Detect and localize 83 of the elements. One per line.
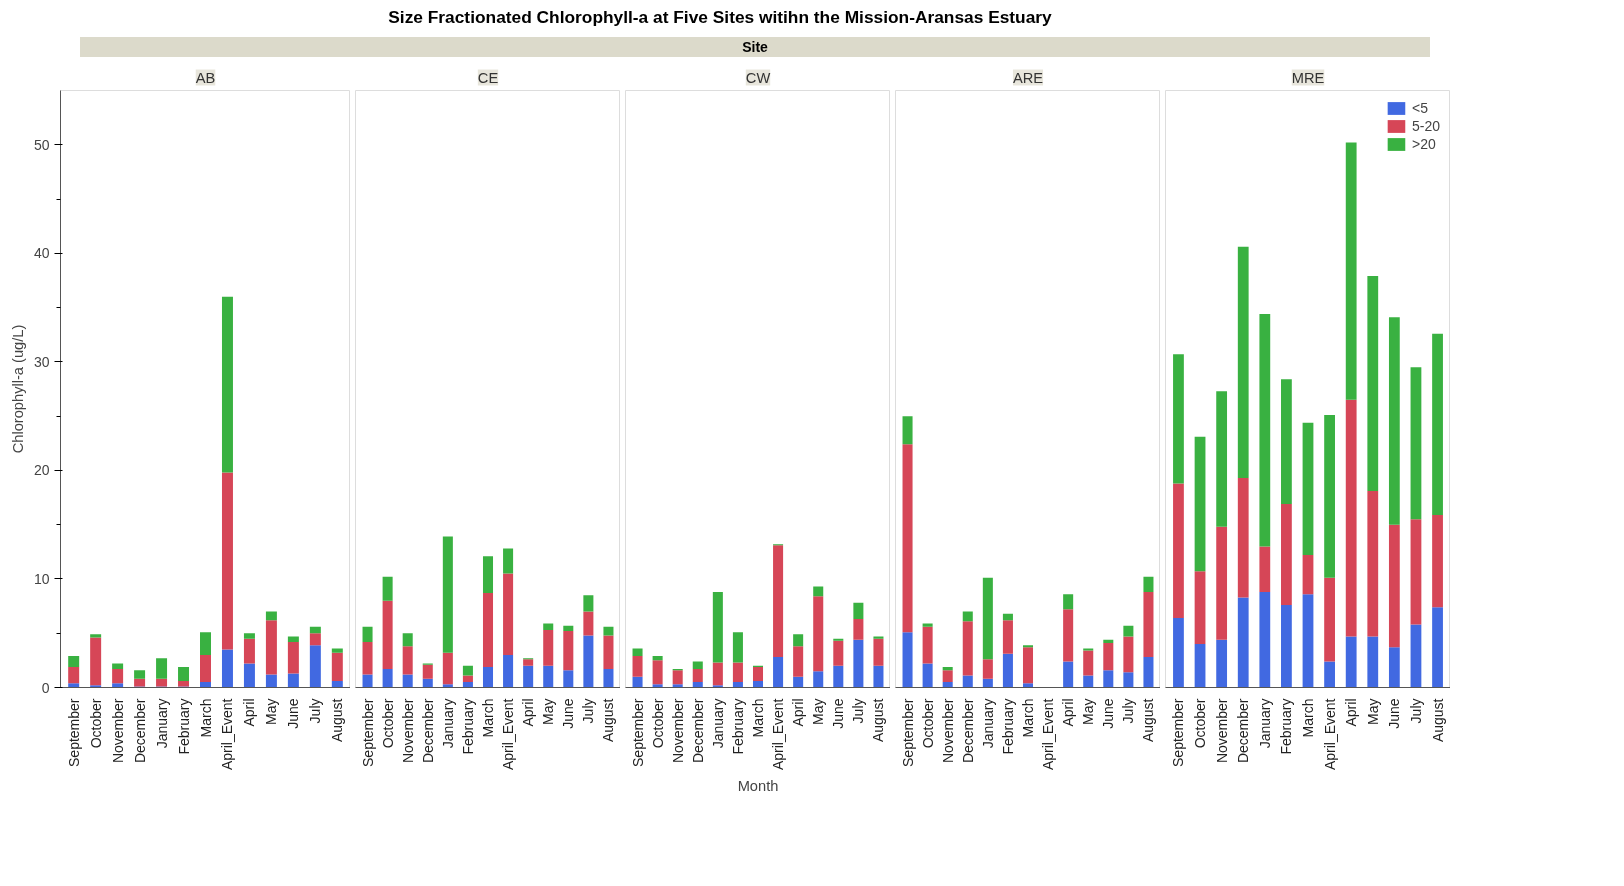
x-tick-label: October	[1192, 698, 1209, 749]
x-tick-label: March	[1300, 698, 1316, 738]
x-tick-label: July	[850, 698, 867, 724]
x-tick-label: May	[1364, 698, 1381, 725]
x-tick-label: September	[1170, 698, 1187, 767]
x-tick-label: April	[520, 698, 537, 727]
x-tick-label: September	[899, 698, 916, 767]
x-tick-label: February	[459, 698, 476, 755]
x-tick-label: April_Event	[500, 698, 517, 771]
x-axis-title: Month	[737, 778, 779, 795]
x-tick-label: May	[263, 698, 280, 725]
x-tick-label: December	[419, 698, 436, 764]
x-tick-label: April_Event	[1321, 698, 1338, 771]
chart-subtitle: CE	[477, 69, 499, 86]
x-tick-label: June	[1386, 698, 1403, 729]
x-tick-label: July	[580, 698, 597, 724]
chart-title: Size Fractionated Chlorophyll-a at Five Sites witihn the Mission-Aransas Estuary	[388, 6, 1052, 29]
x-tick-label: December	[131, 698, 148, 764]
x-tick-label: June	[1100, 698, 1117, 729]
x-tick-label: October	[649, 698, 666, 749]
y-tick-label: 50	[33, 136, 50, 153]
x-tick-label: January	[1256, 698, 1273, 749]
x-tick-label: April_Event	[1040, 698, 1057, 771]
y-tick-label: 30	[33, 353, 50, 370]
x-tick-label: February	[999, 698, 1016, 755]
x-tick-label: November	[399, 698, 416, 764]
x-tick-label: November	[1213, 698, 1230, 764]
y-axis-title: Chlorophyll-a (ug/L)	[9, 324, 26, 454]
legend-label: 5-20	[1411, 118, 1440, 134]
x-tick-label: April_Event	[219, 698, 236, 771]
y-tick-label: 0	[41, 679, 50, 696]
x-tick-label: January	[709, 698, 726, 749]
x-tick-label: April	[1060, 698, 1077, 727]
x-tick-label: February	[175, 698, 192, 755]
x-tick-label: February	[729, 698, 746, 755]
legend-label: <5	[1411, 100, 1429, 116]
x-tick-label: April	[1343, 698, 1360, 727]
x-tick-label: April_Event	[770, 698, 787, 771]
x-tick-label: December	[959, 698, 976, 764]
x-tick-label: August	[870, 698, 887, 743]
x-tick-label: September	[629, 698, 646, 767]
x-tick-label: October	[87, 698, 104, 749]
x-tick-label: August	[329, 698, 346, 743]
x-tick-label: May	[810, 698, 827, 725]
chart-subtitle: MRE	[1291, 69, 1325, 86]
x-tick-label: June	[285, 698, 302, 729]
x-tick-label: January	[439, 698, 456, 749]
x-tick-label: May	[540, 698, 557, 725]
x-tick-label: March	[750, 698, 766, 738]
x-tick-label: June	[560, 698, 577, 729]
x-tick-label: August	[1429, 698, 1446, 743]
x-tick-label: October	[919, 698, 936, 749]
x-tick-label: August	[600, 698, 617, 743]
x-tick-label: March	[197, 698, 214, 738]
x-tick-label: January	[153, 698, 170, 749]
x-tick-label: October	[379, 698, 396, 749]
legend-label: >20	[1411, 136, 1436, 152]
y-tick-label: 40	[33, 245, 50, 262]
x-tick-label: July	[307, 698, 324, 724]
x-tick-label: May	[1080, 698, 1097, 725]
x-tick-label: September	[359, 698, 376, 767]
x-tick-label: March	[480, 698, 496, 738]
x-tick-label: November	[109, 698, 126, 764]
chart-subtitle: ARE	[1012, 69, 1044, 86]
x-tick-label: June	[830, 698, 847, 729]
x-tick-label: April	[790, 698, 807, 727]
x-tick-label: September	[65, 698, 82, 767]
x-tick-label: April	[241, 698, 258, 727]
x-tick-label: December	[1235, 698, 1252, 764]
x-tick-label: March	[1020, 698, 1036, 738]
chart-subtitle: CW	[745, 69, 771, 86]
x-tick-label: November	[939, 698, 956, 764]
text: Site	[742, 38, 768, 57]
y-tick-label: 10	[33, 570, 50, 587]
x-tick-label: February	[1278, 698, 1295, 755]
x-tick-label: July	[1407, 698, 1424, 724]
x-tick-label: November	[669, 698, 686, 764]
chart-subtitle: AB	[195, 69, 216, 86]
x-tick-label: December	[689, 698, 706, 764]
x-tick-label: July	[1120, 698, 1137, 724]
y-tick-label: 20	[33, 462, 50, 479]
x-tick-label: August	[1140, 698, 1157, 743]
x-tick-label: January	[979, 698, 996, 749]
